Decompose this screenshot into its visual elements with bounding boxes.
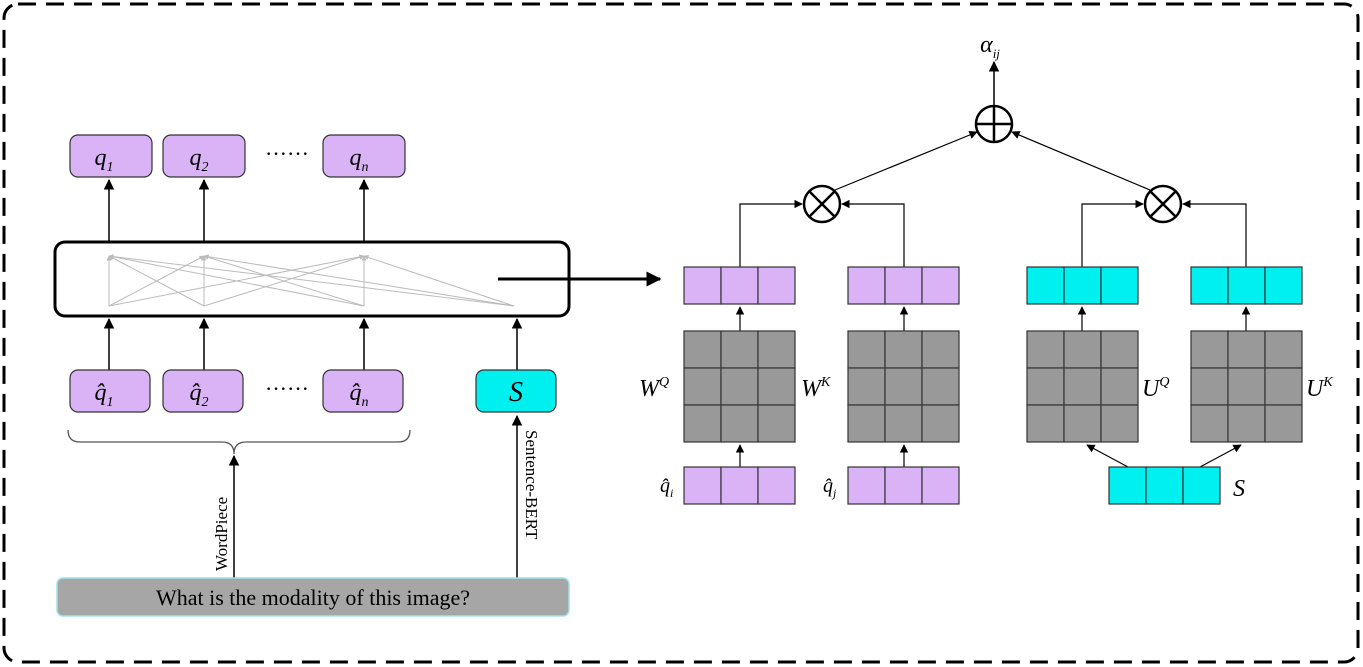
left-product-operator	[802, 184, 842, 224]
svg-text:qn: qn	[350, 145, 369, 175]
uk-label: UK	[1306, 375, 1333, 402]
qi-input-vector	[683, 466, 796, 505]
svg-text:What is the modality of this i: What is the modality of this image?	[156, 585, 470, 610]
wk-matrix	[847, 330, 960, 443]
sentence-embedding-box: S	[475, 369, 557, 413]
qi-label: q̂i	[660, 475, 673, 500]
qj-label: q̂j	[823, 475, 837, 500]
q-input-token-n: q̂n	[322, 369, 404, 413]
sum-operator	[974, 104, 1014, 144]
output-ellipsis: ······	[265, 141, 309, 166]
question-box: What is the modality of this image?	[56, 577, 570, 617]
svg-text:q̂1: q̂1	[95, 380, 114, 410]
arrow-s-to-uk	[1199, 444, 1242, 468]
arrow-left-product-to-sum	[834, 130, 978, 191]
arrow-uk-vector-to-product	[1182, 199, 1247, 267]
sentence-key-projection-vector	[1190, 266, 1303, 305]
sentence-bert-label: Sentence-BERT	[522, 430, 541, 540]
query-projection-vector	[683, 266, 796, 305]
wordpiece-label: WordPiece	[212, 497, 231, 571]
encoder-box	[53, 240, 571, 318]
q-input-token-2: q̂2	[162, 369, 244, 413]
arrow-right-product-to-sum	[1011, 131, 1151, 191]
arrow-uq-vector-to-product	[1081, 199, 1144, 267]
wk-label: WK	[801, 375, 831, 402]
sentence-query-projection-vector	[1026, 266, 1139, 305]
svg-text:q̂2: q̂2	[190, 380, 209, 410]
wq-label: WQ	[639, 375, 669, 402]
arrow-q-vector-to-product	[739, 199, 803, 267]
s-input-vector	[1108, 466, 1221, 505]
q-output-token-2: q2	[162, 134, 246, 178]
svg-text:q1: q1	[95, 145, 114, 175]
q-output-token-n: qn	[322, 134, 406, 178]
svg-text:S: S	[509, 377, 523, 408]
q-output-token-1: q1	[69, 134, 153, 178]
uk-matrix	[1190, 330, 1303, 443]
right-product-operator	[1143, 184, 1183, 224]
uq-label: UQ	[1142, 375, 1169, 402]
qj-input-vector	[847, 466, 960, 505]
arrow-s-to-uq	[1086, 444, 1129, 468]
svg-text:q̂n: q̂n	[350, 380, 369, 410]
input-ellipsis: ······	[265, 376, 309, 401]
s-label: S	[1233, 476, 1245, 502]
svg-text:q2: q2	[190, 145, 209, 175]
q-input-token-1: q̂1	[69, 369, 151, 413]
wq-matrix	[683, 330, 796, 443]
arrow-k-vector-to-product	[841, 199, 905, 267]
self-attention-lines	[106, 254, 515, 307]
alpha-ij-label: αij	[980, 32, 1000, 61]
uq-matrix	[1026, 330, 1139, 443]
wordpiece-brace	[67, 429, 411, 455]
key-projection-vector	[847, 266, 960, 305]
